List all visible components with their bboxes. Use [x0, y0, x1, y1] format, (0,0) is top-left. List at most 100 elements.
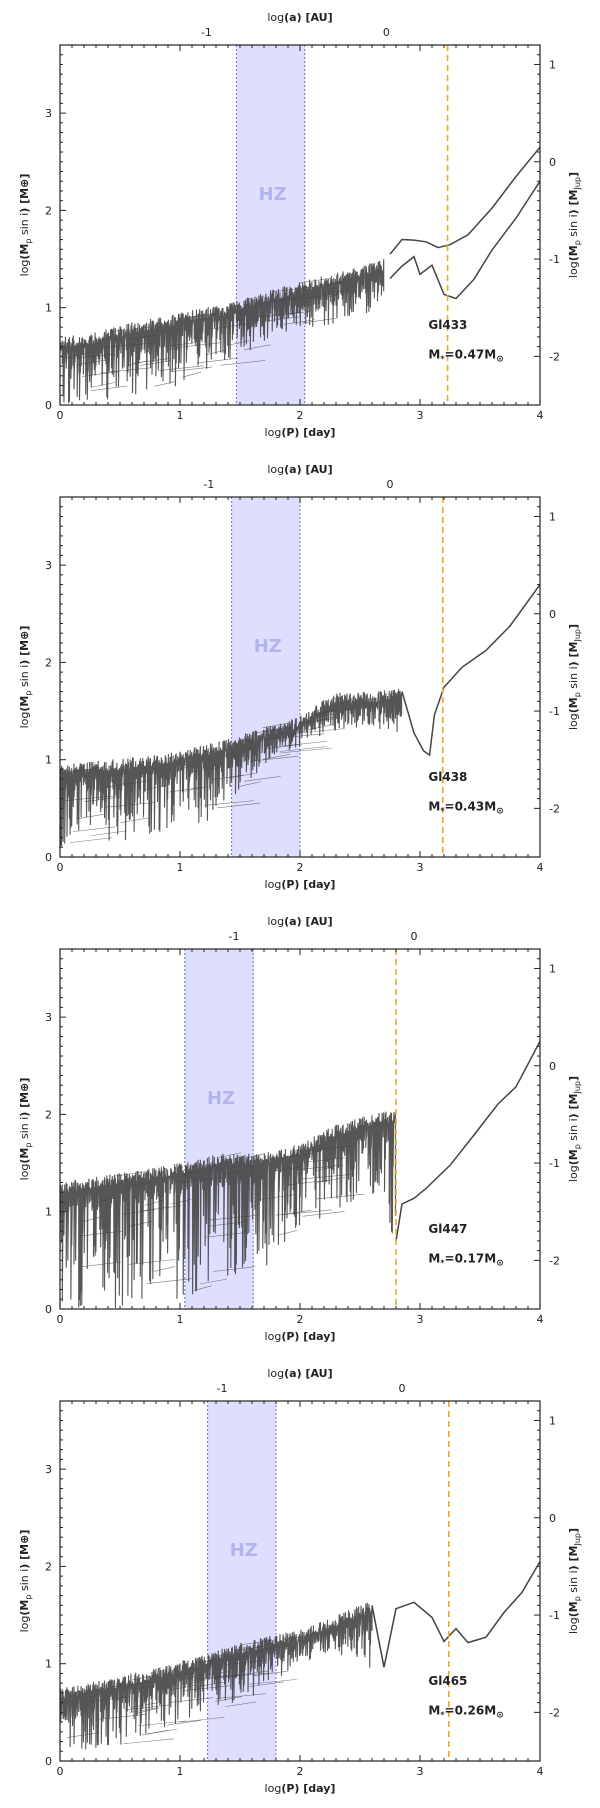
noisy-region	[60, 259, 385, 404]
noisy-hatch	[226, 340, 250, 346]
noisy-hatch	[106, 771, 128, 778]
noisy-hatch	[315, 715, 338, 722]
top-tick-label: -1	[229, 930, 240, 943]
title-part: log	[567, 1165, 580, 1182]
noisy-hatch	[173, 765, 193, 772]
noisy-hatch	[72, 826, 116, 832]
noisy-hatch	[196, 1658, 221, 1664]
title-part: log	[18, 260, 31, 277]
top-tick-label: 0	[383, 26, 390, 39]
noisy-hatch	[306, 1145, 351, 1152]
noisy-hatch	[129, 1259, 176, 1265]
title-part: (M	[567, 1601, 580, 1617]
noisy-hatch	[282, 1209, 333, 1216]
mass-symbol: ⊙	[496, 1710, 504, 1720]
noisy-hatch	[124, 779, 152, 786]
y-tick-label: 3	[45, 559, 52, 572]
noisy-hatch	[109, 326, 152, 332]
noisy-hatch	[100, 367, 150, 374]
noisy-hatch	[170, 1198, 192, 1205]
top-tick-label: -1	[203, 478, 214, 491]
title-part: (M	[18, 244, 31, 260]
noisy-hatch	[222, 1169, 247, 1176]
title-part: (a) [AU]	[284, 915, 332, 928]
mass-value: =0.47M	[445, 347, 497, 361]
noisy-hatch	[216, 802, 261, 809]
noisy-hatch	[129, 1707, 159, 1713]
noisy-hatch	[220, 360, 266, 366]
title-part: i	[18, 1569, 31, 1572]
noisy-hatch	[120, 817, 149, 824]
x-axis-title: log(P) [day]	[265, 426, 336, 439]
top-tick-label: -1	[217, 1382, 228, 1395]
title-part: p	[573, 692, 582, 697]
title-part: ) [M⊕]	[18, 174, 31, 213]
noisy-hatch	[280, 747, 333, 754]
title-part: (a) [AU]	[284, 11, 332, 24]
x-tick-label: 0	[57, 861, 64, 874]
panel-gl447: HZ 0 1 2 3 4 0 1 2 3 1 0 -1 -2 -1 0 log(P) [day] log(a) […	[0, 904, 600, 1356]
noisy-hatch	[303, 293, 338, 299]
noisy-hatch	[204, 800, 255, 806]
x-tick-label: 3	[417, 1765, 424, 1778]
noisy-hatch	[196, 357, 239, 364]
title-part: (M	[567, 1149, 580, 1165]
title-part: sin	[567, 1573, 580, 1596]
y2-tick-label: -1	[549, 705, 560, 718]
star-name-label: Gl465	[428, 1674, 467, 1688]
noisy-hatch	[90, 382, 116, 388]
y-tick-label: 0	[45, 851, 52, 864]
y2-axis-title: log(Mp sin i) [MJup]	[567, 624, 582, 730]
noisy-hatch	[174, 1177, 226, 1183]
noisy-hatch	[124, 1704, 170, 1711]
y2-tick-label: 0	[549, 1512, 556, 1525]
title-part: Jup	[573, 629, 582, 643]
noisy-hatch	[128, 334, 160, 340]
noisy-hatch	[270, 733, 325, 739]
x-axis-title: log(P) [day]	[265, 878, 336, 891]
noisy-hatch	[275, 1209, 311, 1216]
noisy-hatch	[317, 289, 350, 295]
title-part: ) [M⊕]	[18, 1078, 31, 1117]
title-part: log	[265, 1782, 282, 1795]
noisy-hatch	[75, 813, 104, 820]
hz-label: HZ	[254, 636, 282, 657]
title-part: ) [M	[567, 190, 580, 215]
noisy-curve	[60, 1602, 373, 1750]
noisy-hatch	[286, 730, 307, 737]
x-tick-label: 2	[297, 1765, 304, 1778]
y-tick-label: 0	[45, 399, 52, 412]
y-tick-label: 2	[45, 1560, 52, 1573]
mass-value: =0.17M	[445, 1251, 497, 1265]
y2-axis-title: log(Mp sin i) [MJup]	[567, 1076, 582, 1182]
noisy-hatch	[298, 277, 332, 284]
title-part: sin	[567, 1121, 580, 1144]
y-tick-label: 1	[45, 754, 52, 767]
series-curve	[401, 584, 540, 757]
title-part: ) [M	[567, 1094, 580, 1119]
y2-tick-label: -2	[549, 802, 560, 815]
noisy-hatch	[224, 1701, 257, 1708]
mass-sub: *	[440, 354, 445, 363]
y-axis-title: log(Mp sin i) [M⊕]	[18, 626, 33, 729]
x-tick-label: 0	[57, 1313, 64, 1326]
hz-label: HZ	[230, 1540, 258, 1561]
noisy-hatch	[249, 1679, 297, 1685]
x-tick-label: 2	[297, 409, 304, 422]
title-part: log	[18, 1616, 31, 1633]
noisy-hatch	[284, 1152, 318, 1158]
title-part: p	[24, 691, 33, 696]
title-part: sin	[18, 1572, 31, 1595]
top-tick-label: 0	[399, 1382, 406, 1395]
title-part: (M	[567, 697, 580, 713]
mass-sub: *	[440, 1258, 445, 1267]
noisy-hatch	[131, 1684, 160, 1690]
y-tick-label: 1	[45, 302, 52, 315]
noisy-hatch	[301, 317, 336, 324]
noisy-hatch	[154, 381, 176, 387]
noisy-hatch	[308, 724, 332, 730]
series-lower	[389, 180, 540, 300]
title-part: Jup	[573, 177, 582, 191]
y2-tick-label: 1	[549, 962, 556, 975]
